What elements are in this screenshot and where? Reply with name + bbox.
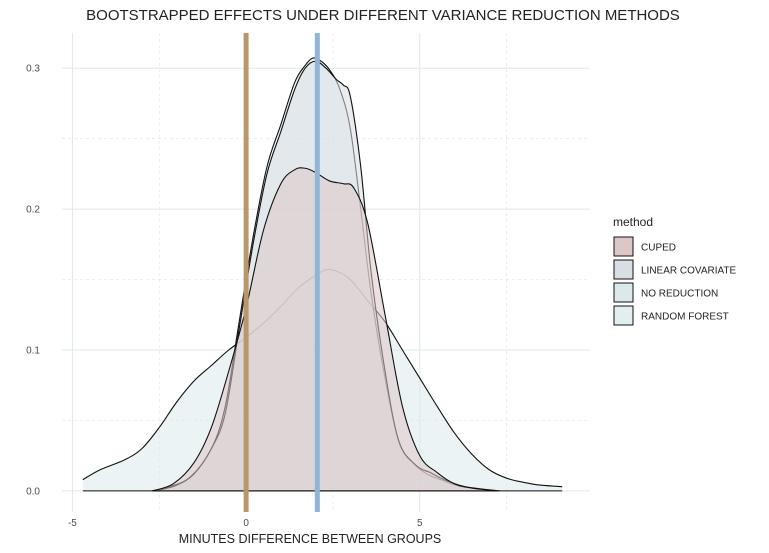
y-tick-label: 0.0 — [26, 486, 40, 497]
legend-key-random-forest — [613, 305, 634, 326]
reference-lines — [243, 33, 320, 512]
x-tick-label: 0 — [243, 518, 249, 529]
x-tick-label: 5 — [417, 518, 423, 529]
legend-title: method — [613, 215, 653, 229]
legend-key-cuped — [613, 236, 634, 257]
density-curve-cuped — [152, 167, 497, 492]
legend-label-no-reduction: NO REDUCTION — [641, 289, 718, 300]
legend: method CUPED LINEAR COVARIATE NO REDUCTION… — [613, 215, 737, 326]
legend-label-cuped: CUPED — [641, 243, 676, 254]
density-areas — [82, 57, 563, 492]
y-axis: 0.0 0.1 0.2 0.3 — [26, 64, 40, 498]
x-tick-label: -5 — [68, 518, 77, 529]
density-fill-cuped — [152, 167, 497, 491]
x-axis: -5 0 5 — [68, 518, 423, 529]
y-tick-label: 0.1 — [26, 345, 40, 356]
legend-key-no-reduction — [613, 282, 634, 303]
legend-label-random-forest: RANDOM FOREST — [641, 312, 729, 323]
legend-label-linear-covariate: LINEAR COVARIATE — [641, 266, 737, 277]
y-tick-label: 0.3 — [26, 64, 40, 75]
legend-key-linear-covariate — [613, 259, 634, 280]
y-tick-label: 0.2 — [26, 205, 40, 216]
chart-title: BOOTSTRAPPED EFFECTS UNDER DIFFERENT VAR… — [86, 7, 680, 24]
x-axis-label: MINUTES DIFFERENCE BETWEEN GROUPS — [179, 532, 442, 546]
